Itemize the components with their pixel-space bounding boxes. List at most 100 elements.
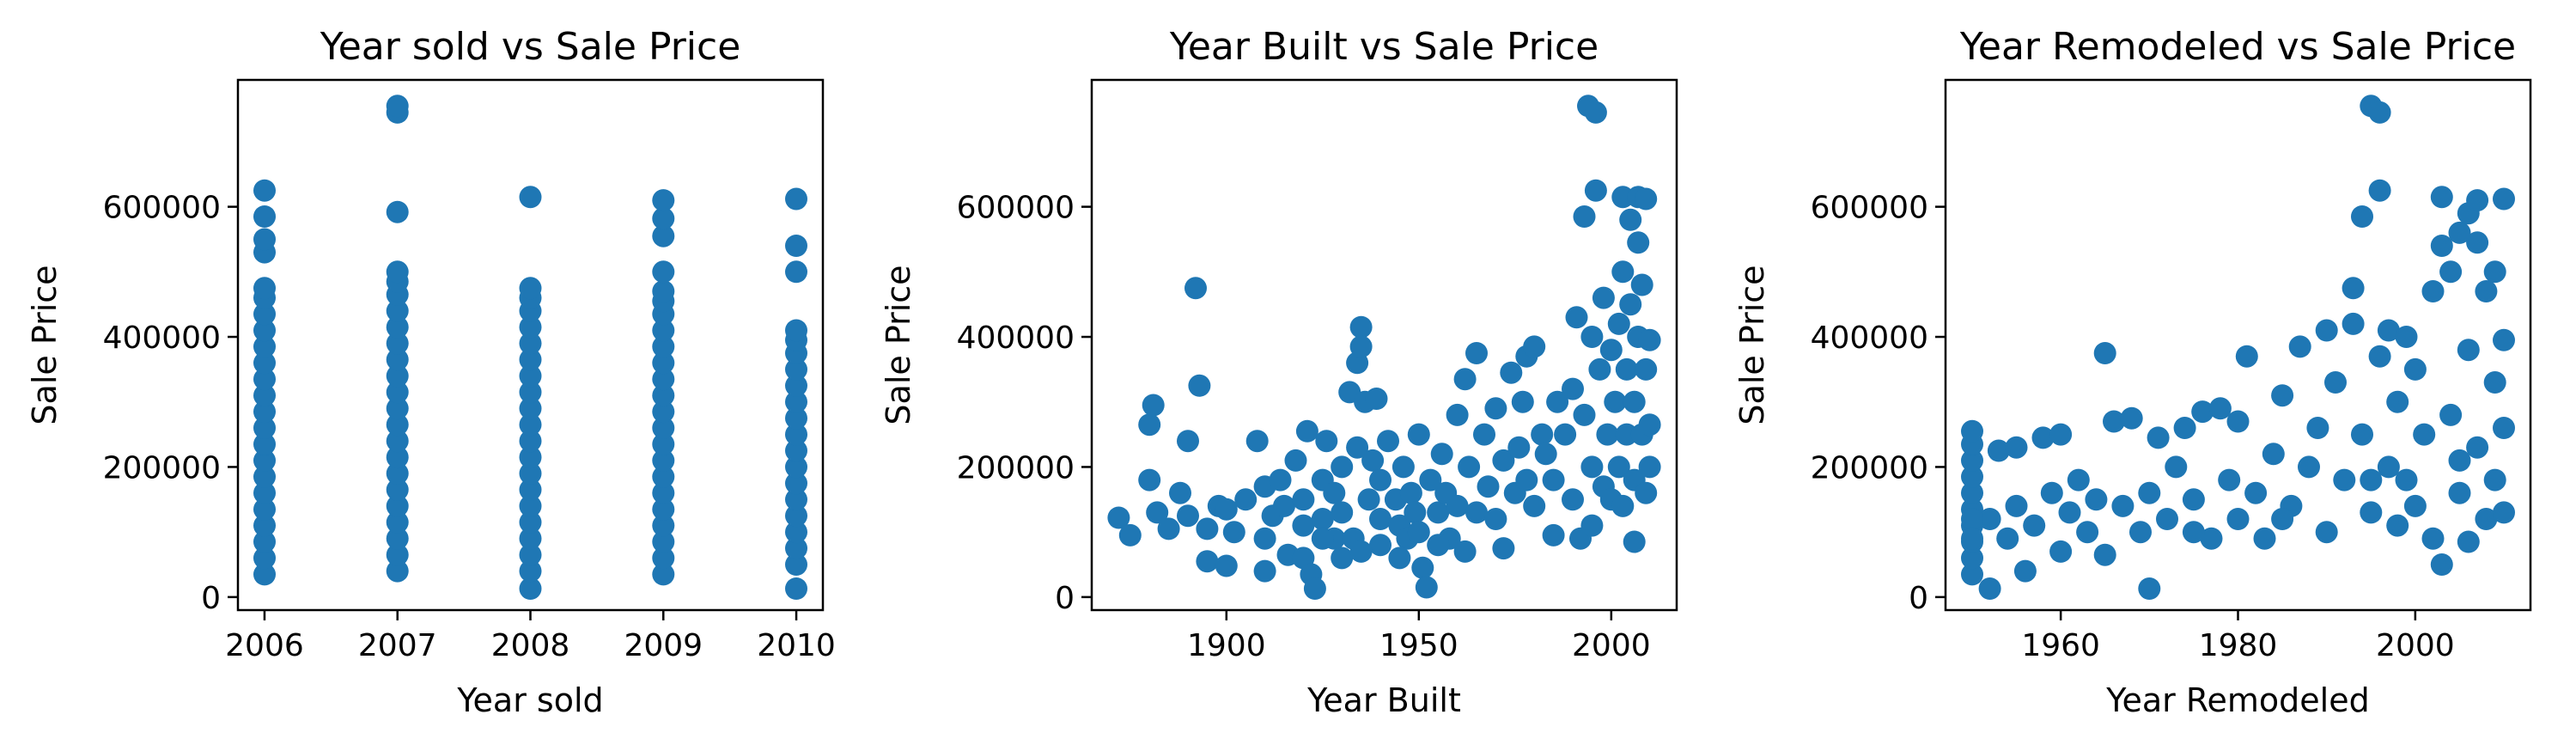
data-point	[2493, 187, 2515, 211]
data-point	[2351, 205, 2373, 228]
data-point	[1365, 388, 1388, 410]
data-point	[1473, 423, 1495, 446]
y-tick-label: 200000	[957, 450, 1075, 485]
data-point	[2111, 494, 2134, 517]
data-point	[1349, 540, 1373, 563]
data-point	[1253, 559, 1276, 583]
data-point	[253, 205, 276, 228]
data-point	[1978, 508, 2001, 530]
data-point	[1534, 443, 1557, 466]
data-point	[1196, 550, 1219, 573]
data-point	[652, 465, 675, 488]
data-point	[1588, 357, 1611, 381]
data-point	[1635, 187, 1658, 211]
data-point	[1546, 390, 1569, 413]
data-point	[1142, 394, 1165, 417]
data-point	[386, 494, 409, 517]
data-point	[2226, 508, 2250, 530]
data-point	[1584, 179, 1607, 202]
data-point	[652, 368, 675, 391]
data-point	[1458, 455, 1481, 479]
data-point	[1118, 523, 1142, 547]
data-point	[652, 449, 675, 472]
data-point	[519, 413, 542, 437]
data-point	[785, 521, 807, 544]
data-point	[2182, 488, 2205, 511]
data-point	[1453, 368, 1477, 391]
data-point	[1215, 498, 1238, 521]
data-point	[1635, 357, 1658, 381]
x-tick-label: 1960	[2021, 628, 2100, 663]
data-point	[1562, 377, 1584, 400]
data-point	[519, 186, 542, 209]
data-point	[1996, 527, 2019, 550]
data-point	[1331, 547, 1354, 570]
data-point	[1419, 468, 1442, 492]
data-point	[2457, 339, 2480, 362]
y-tick-label: 600000	[957, 191, 1075, 226]
data-point	[2493, 417, 2515, 439]
data-point	[785, 319, 807, 342]
data-point	[253, 417, 276, 439]
data-point	[1253, 527, 1276, 550]
data-point	[2466, 189, 2489, 212]
data-point	[1619, 293, 1642, 316]
data-point	[1580, 326, 1604, 348]
data-point	[1554, 423, 1577, 446]
data-point	[785, 374, 807, 397]
data-point	[2483, 371, 2506, 394]
data-point	[2351, 423, 2373, 446]
data-point	[2200, 527, 2223, 550]
data-point	[1369, 508, 1392, 530]
data-point	[1961, 547, 1983, 570]
data-point	[652, 189, 675, 212]
data-point	[2208, 397, 2232, 420]
data-point	[386, 478, 409, 501]
chart-title: Year Built vs Sale Price	[1169, 25, 1599, 69]
x-tick-label: 2006	[225, 628, 304, 663]
data-point	[1492, 537, 1515, 560]
data-points	[1107, 95, 1661, 600]
data-point	[1311, 508, 1334, 530]
data-point	[519, 348, 542, 371]
data-point	[1573, 205, 1596, 228]
data-point	[386, 430, 409, 453]
data-point	[519, 446, 542, 469]
data-point	[652, 433, 675, 455]
data-point	[2262, 443, 2285, 466]
data-point	[2235, 345, 2258, 368]
y-tick-label: 0	[201, 581, 221, 616]
data-point	[519, 494, 542, 517]
data-point	[1311, 527, 1334, 550]
data-point	[2403, 494, 2427, 517]
data-point	[2483, 468, 2506, 492]
data-point	[519, 397, 542, 420]
data-point	[1961, 481, 1983, 504]
data-point	[2271, 508, 2294, 530]
data-point	[1407, 423, 1430, 446]
data-point	[519, 510, 542, 534]
data-point	[2386, 390, 2409, 413]
data-point	[2368, 345, 2391, 368]
data-point	[1562, 488, 1584, 511]
data-point	[2058, 501, 2081, 524]
data-point	[2005, 436, 2028, 459]
data-point	[1369, 468, 1392, 492]
data-point	[2466, 436, 2489, 459]
x-tick-label: 2008	[491, 628, 570, 663]
data-point	[1349, 335, 1373, 358]
y-tick-label: 0	[1909, 581, 1928, 616]
data-point	[785, 455, 807, 479]
data-point	[1961, 419, 1983, 443]
data-point	[1453, 540, 1477, 563]
y-axis-label: Sale Price	[1733, 265, 1771, 424]
data-point	[2315, 319, 2338, 342]
y-tick-label: 200000	[1811, 450, 1928, 485]
data-point	[785, 187, 807, 211]
y-tick-label: 600000	[103, 191, 221, 226]
x-tick-label: 2007	[358, 628, 437, 663]
data-point	[386, 510, 409, 534]
data-point	[1146, 501, 1169, 524]
data-point	[1388, 547, 1411, 570]
